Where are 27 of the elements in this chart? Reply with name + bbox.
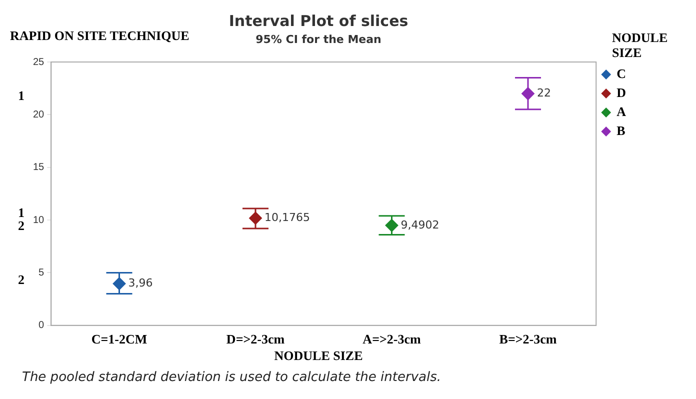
legend-label: D xyxy=(616,84,626,100)
y-tick-label: 10 xyxy=(33,214,45,226)
data-label: 10,1765 xyxy=(264,211,310,224)
y-tick-label: 20 xyxy=(33,109,45,120)
chart-title: Interval Plot of slices xyxy=(228,12,408,30)
y-tick-label: 15 xyxy=(33,162,45,174)
legend-label: C xyxy=(616,66,626,81)
data-label: 22 xyxy=(536,86,551,100)
y-tick-label: 25 xyxy=(33,56,45,68)
legend-label: B xyxy=(616,122,626,138)
x-tick-label: D=>2-3cm xyxy=(226,332,285,347)
text: 1 xyxy=(18,88,24,104)
text: 1 2 xyxy=(18,205,24,233)
data-label: 9,4902 xyxy=(400,218,440,232)
y-tick-label: 0 xyxy=(38,320,45,332)
y-tick-label: 5 xyxy=(38,267,45,278)
x-tick-label: C=1-2CM xyxy=(91,332,148,347)
x-tick-label: B=>2-3cm xyxy=(499,332,557,347)
legend-title: NODULE SIZE xyxy=(612,30,669,60)
data-label: 3,96 xyxy=(128,276,153,290)
x-axis-title: NODULE SIZE xyxy=(273,348,364,364)
legend-label: A xyxy=(616,104,627,119)
x-tick-label: A=>2-3cm xyxy=(362,332,421,347)
text: 2 xyxy=(18,272,24,288)
chart-subtitle: 95% CI for the Mean xyxy=(256,33,382,46)
text: The pooled standard deviation is used to calculate the intervals. xyxy=(22,370,441,385)
y-axis-title: RAPID ON SITE TECHNIQUE xyxy=(10,28,190,44)
